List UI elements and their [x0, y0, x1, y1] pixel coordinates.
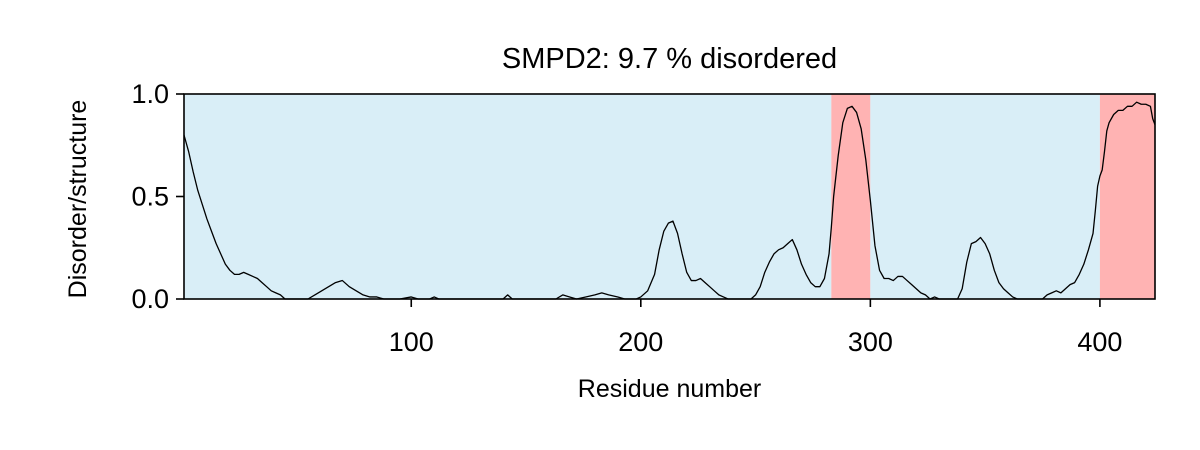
y-axis-label: Disorder/structure	[64, 100, 92, 299]
y-tick-label: 0.5	[131, 182, 169, 212]
x-tick-label: 400	[1077, 327, 1122, 357]
y-tick-label: 0.0	[131, 284, 169, 314]
disorder-score-line	[183, 101, 1156, 300]
region-bands	[184, 94, 1155, 299]
structured-region-2	[870, 94, 1100, 299]
disordered-region-3	[1099, 94, 1155, 299]
x-tick-label: 300	[848, 327, 893, 357]
x-axis: 100 200 300 400	[389, 299, 1122, 357]
x-tick-label: 200	[618, 327, 663, 357]
x-tick-label: 100	[389, 327, 434, 357]
structured-region-0	[184, 94, 832, 299]
x-axis-label: Residue number	[578, 375, 761, 403]
y-axis: 0.0 0.5 1.0	[131, 79, 184, 314]
disordered-region-1	[831, 94, 871, 299]
chart-title: SMPD2: 9.7 % disordered	[502, 43, 837, 75]
y-tick-label: 1.0	[131, 79, 169, 109]
